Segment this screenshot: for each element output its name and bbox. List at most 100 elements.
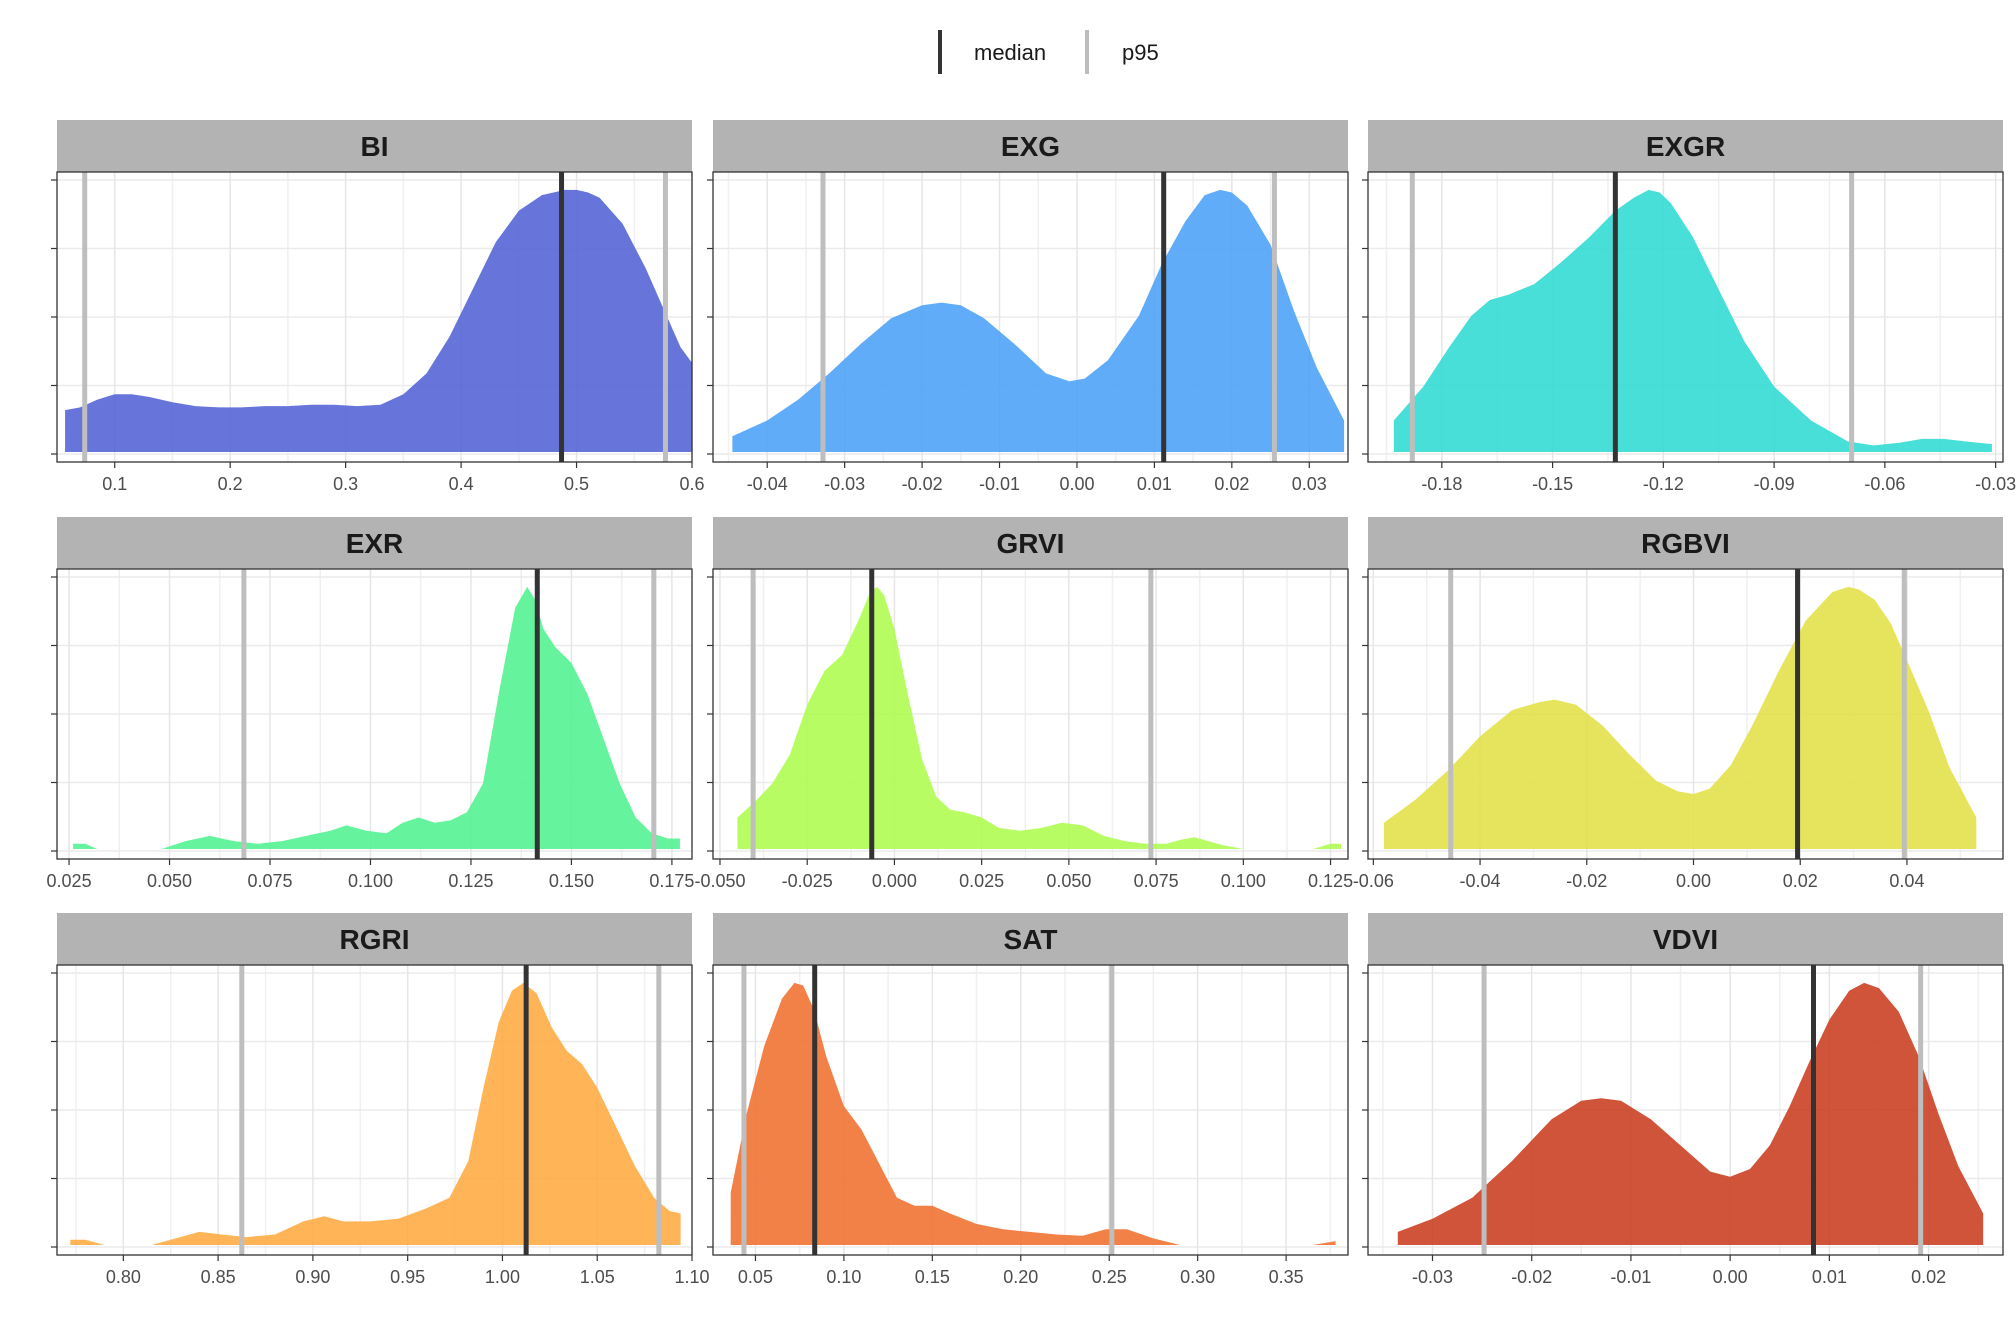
x-tick-label: 0.20 (1003, 1267, 1038, 1287)
x-tick-label: 0.025 (47, 871, 92, 891)
strip-background (1368, 913, 2003, 965)
x-tick-label: 0.95 (390, 1267, 425, 1287)
panel-border (1367, 964, 2004, 1256)
x-tick-label: 0.00 (1059, 474, 1094, 494)
legend-median-label: median (974, 40, 1046, 65)
x-tick-label: -0.03 (1975, 474, 2016, 494)
x-tick-label: 0.02 (1783, 871, 1818, 891)
x-tick-label: 0.01 (1812, 1267, 1847, 1287)
strip-background (713, 913, 1348, 965)
x-tick-label: -0.02 (1511, 1267, 1552, 1287)
x-tick-label: 0.075 (1134, 871, 1179, 891)
x-tick-label: 0.100 (1221, 871, 1266, 891)
x-tick-label: 0.80 (106, 1267, 141, 1287)
x-tick-label: 0.150 (549, 871, 594, 891)
legend-p95-label: p95 (1122, 40, 1159, 65)
strip-title: EXGR (1646, 131, 1725, 162)
panel-rgri: RGRI 0.80 0.85 0.90 0.95 1.00 1.05 1.10 (51, 913, 710, 1287)
x-tick-label: 0.6 (679, 474, 704, 494)
x-tick-label: -0.03 (824, 474, 865, 494)
x-tick-label: 0.35 (1269, 1267, 1304, 1287)
x-tick-label: 0.85 (201, 1267, 236, 1287)
x-tick-label: 0.050 (1046, 871, 1091, 891)
strip-title: EXR (346, 528, 404, 559)
x-tick-label: -0.04 (1460, 871, 1501, 891)
strip-background (713, 120, 1348, 172)
strip-background (57, 517, 692, 569)
panel-exg: EXG -0.04 -0.03 -0.02 -0.01 0.00 0.01 0.02 0.03 (707, 120, 1349, 494)
strip-title: RGRI (340, 924, 410, 955)
x-tick-label: -0.02 (902, 474, 943, 494)
x-tick-label: 0.00 (1676, 871, 1711, 891)
x-tick-label: -0.01 (979, 474, 1020, 494)
x-tick-label: 0.15 (915, 1267, 950, 1287)
x-tick-label: -0.050 (694, 871, 745, 891)
x-tick-label: 0.5 (564, 474, 589, 494)
x-tick-label: 0.30 (1180, 1267, 1215, 1287)
strip-title: RGBVI (1641, 528, 1730, 559)
x-tick-label: -0.025 (782, 871, 833, 891)
panel-bi: BI 0.1 0.2 0.3 0.4 0.5 0.6 (51, 120, 705, 494)
x-tick-label: -0.02 (1566, 871, 1607, 891)
legend: median p95 (0, 28, 2016, 80)
density-area (1393, 189, 1992, 452)
panel-grvi: GRVI -0.050 -0.025 0.000 0.025 0.050 0.075 0.10… (694, 517, 1353, 891)
x-tick-label: 0.075 (247, 871, 292, 891)
x-tick-label: 0.125 (448, 871, 493, 891)
strip-background (57, 120, 692, 172)
x-tick-label: 0.25 (1092, 1267, 1127, 1287)
x-tick-label: 0.125 (1308, 871, 1353, 891)
x-tick-label: 1.00 (485, 1267, 520, 1287)
strip-title: VDVI (1653, 924, 1718, 955)
x-tick-label: 0.02 (1911, 1267, 1946, 1287)
strip-background (713, 517, 1348, 569)
x-tick-label: -0.04 (747, 474, 788, 494)
strip-title: BI (361, 131, 389, 162)
x-tick-label: -0.15 (1532, 474, 1573, 494)
strip-background (57, 913, 692, 965)
panel-border (56, 964, 693, 1256)
panel-border (1367, 171, 2004, 463)
x-tick-label: 1.10 (674, 1267, 709, 1287)
x-tick-label: 0.4 (449, 474, 474, 494)
x-tick-label: 0.01 (1137, 474, 1172, 494)
panel-border (712, 964, 1349, 1256)
legend-svg: median p95 (938, 30, 1159, 74)
strip-title: GRVI (997, 528, 1065, 559)
panel-rgbvi: RGBVI -0.06 -0.04 -0.02 0.00 0.02 0.04 (1353, 517, 2004, 891)
density-area (70, 982, 681, 1245)
x-tick-label: 0.90 (295, 1267, 330, 1287)
x-tick-label: 0.03 (1292, 474, 1327, 494)
x-tick-label: 0.2 (218, 474, 243, 494)
x-tick-label: 0.100 (348, 871, 393, 891)
panel-sat: SAT 0.05 0.10 0.15 0.20 0.25 0.30 0.35 (707, 913, 1349, 1287)
density-area (1384, 586, 1977, 849)
x-tick-label: -0.09 (1754, 474, 1795, 494)
panel-exgr: EXGR -0.18 -0.15 -0.12 -0.09 -0.06 -0.03 (1362, 120, 2016, 494)
panel-border (56, 171, 693, 463)
x-tick-label: 1.05 (580, 1267, 615, 1287)
x-tick-label: 0.175 (649, 871, 694, 891)
x-tick-label: -0.06 (1864, 474, 1905, 494)
density-area (737, 586, 1342, 849)
density-area (1397, 982, 1984, 1245)
panel-border (712, 568, 1349, 860)
x-tick-label: 0.00 (1713, 1267, 1748, 1287)
density-area (732, 189, 1345, 452)
panel-border (56, 568, 693, 860)
x-tick-label: -0.03 (1412, 1267, 1453, 1287)
x-tick-label: 0.04 (1889, 871, 1924, 891)
x-tick-label: 0.1 (102, 474, 127, 494)
x-tick-label: -0.01 (1610, 1267, 1651, 1287)
panel-border (1367, 568, 2004, 860)
x-tick-label: 0.000 (872, 871, 917, 891)
strip-title: SAT (1004, 924, 1058, 955)
strip-background (1368, 517, 2003, 569)
strip-background (1368, 120, 2003, 172)
x-tick-label: -0.06 (1353, 871, 1394, 891)
panel-exr: EXR 0.025 0.050 0.075 0.100 0.125 0.150 0.175 (47, 517, 694, 891)
panel-vdvi: VDVI -0.03 -0.02 -0.01 0.00 0.01 0.02 (1362, 913, 2004, 1287)
density-area (730, 982, 1336, 1245)
panel-border (712, 171, 1349, 463)
